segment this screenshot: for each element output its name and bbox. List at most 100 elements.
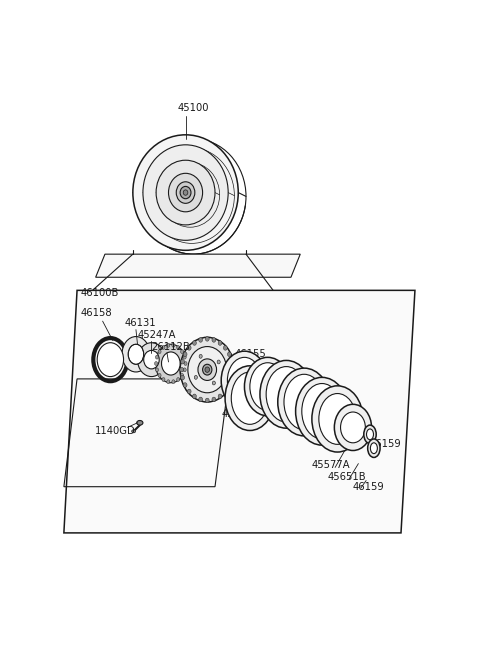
Ellipse shape <box>187 389 191 394</box>
Text: 45527A: 45527A <box>256 362 295 372</box>
Polygon shape <box>64 290 415 533</box>
Ellipse shape <box>228 352 231 356</box>
Ellipse shape <box>180 187 191 198</box>
Ellipse shape <box>266 367 306 422</box>
Ellipse shape <box>162 377 165 381</box>
Ellipse shape <box>168 174 203 212</box>
Ellipse shape <box>128 345 144 364</box>
Ellipse shape <box>212 337 216 342</box>
Ellipse shape <box>176 182 195 203</box>
Ellipse shape <box>194 375 197 379</box>
Ellipse shape <box>180 367 184 372</box>
Ellipse shape <box>184 362 187 365</box>
Ellipse shape <box>221 351 268 409</box>
Ellipse shape <box>183 383 187 387</box>
Ellipse shape <box>228 383 231 387</box>
Ellipse shape <box>296 377 348 445</box>
Text: 26112B: 26112B <box>152 341 190 352</box>
Text: 45651B: 45651B <box>327 472 366 483</box>
Ellipse shape <box>231 367 235 372</box>
Ellipse shape <box>172 380 175 384</box>
Ellipse shape <box>158 350 161 354</box>
Ellipse shape <box>156 345 186 383</box>
Ellipse shape <box>180 360 184 364</box>
Text: 46131: 46131 <box>124 318 156 328</box>
Ellipse shape <box>137 343 166 377</box>
Ellipse shape <box>122 337 150 372</box>
Text: 45577A: 45577A <box>312 460 350 470</box>
Text: 46155: 46155 <box>234 349 266 359</box>
Ellipse shape <box>172 343 175 347</box>
Ellipse shape <box>162 352 180 375</box>
Ellipse shape <box>244 358 291 416</box>
Ellipse shape <box>188 346 227 393</box>
Ellipse shape <box>231 372 268 424</box>
Text: 45681: 45681 <box>304 385 336 396</box>
Ellipse shape <box>183 190 188 195</box>
Ellipse shape <box>228 358 262 403</box>
Ellipse shape <box>212 381 216 385</box>
Ellipse shape <box>187 346 191 350</box>
Ellipse shape <box>192 341 196 345</box>
Text: 46158: 46158 <box>81 309 112 318</box>
Text: 46159: 46159 <box>370 440 402 449</box>
Ellipse shape <box>183 368 186 372</box>
Ellipse shape <box>199 397 203 402</box>
Ellipse shape <box>217 360 220 364</box>
Ellipse shape <box>158 373 161 377</box>
Ellipse shape <box>177 346 180 349</box>
Ellipse shape <box>364 425 376 443</box>
Ellipse shape <box>177 377 180 381</box>
Ellipse shape <box>133 135 238 250</box>
Text: 45100: 45100 <box>178 103 209 113</box>
Ellipse shape <box>180 373 184 377</box>
Ellipse shape <box>230 360 234 364</box>
Text: 45643C: 45643C <box>221 409 260 419</box>
Ellipse shape <box>155 362 157 365</box>
Text: 46100B: 46100B <box>81 288 120 297</box>
Ellipse shape <box>335 404 372 451</box>
Ellipse shape <box>250 363 286 411</box>
Ellipse shape <box>180 337 234 402</box>
Ellipse shape <box>192 394 196 399</box>
Ellipse shape <box>230 375 234 380</box>
Ellipse shape <box>167 380 170 384</box>
Ellipse shape <box>205 337 209 341</box>
Ellipse shape <box>199 337 203 342</box>
Ellipse shape <box>302 384 342 439</box>
Ellipse shape <box>132 430 135 433</box>
Ellipse shape <box>162 346 165 349</box>
Ellipse shape <box>198 359 216 381</box>
Ellipse shape <box>367 429 373 440</box>
Ellipse shape <box>205 367 210 372</box>
Ellipse shape <box>144 350 159 369</box>
Ellipse shape <box>199 354 202 358</box>
Ellipse shape <box>368 439 380 457</box>
Ellipse shape <box>97 343 123 377</box>
Ellipse shape <box>156 355 158 359</box>
Ellipse shape <box>156 368 158 372</box>
Text: 45247A: 45247A <box>137 330 176 340</box>
Ellipse shape <box>223 389 227 394</box>
Ellipse shape <box>225 365 275 430</box>
Ellipse shape <box>156 160 215 225</box>
Ellipse shape <box>212 397 216 402</box>
Text: 46159: 46159 <box>352 481 384 492</box>
Ellipse shape <box>167 343 170 347</box>
Ellipse shape <box>284 374 324 430</box>
Ellipse shape <box>278 368 330 436</box>
Text: 45644: 45644 <box>285 374 316 384</box>
Ellipse shape <box>312 386 363 452</box>
Ellipse shape <box>218 394 222 399</box>
Polygon shape <box>96 254 300 277</box>
Ellipse shape <box>223 346 227 350</box>
Ellipse shape <box>218 341 222 345</box>
Ellipse shape <box>319 394 356 444</box>
Ellipse shape <box>180 350 184 354</box>
Ellipse shape <box>371 443 377 454</box>
Ellipse shape <box>137 421 143 425</box>
Text: 1140GD: 1140GD <box>95 426 136 436</box>
Ellipse shape <box>180 375 184 380</box>
Ellipse shape <box>260 360 312 428</box>
Ellipse shape <box>183 355 186 359</box>
